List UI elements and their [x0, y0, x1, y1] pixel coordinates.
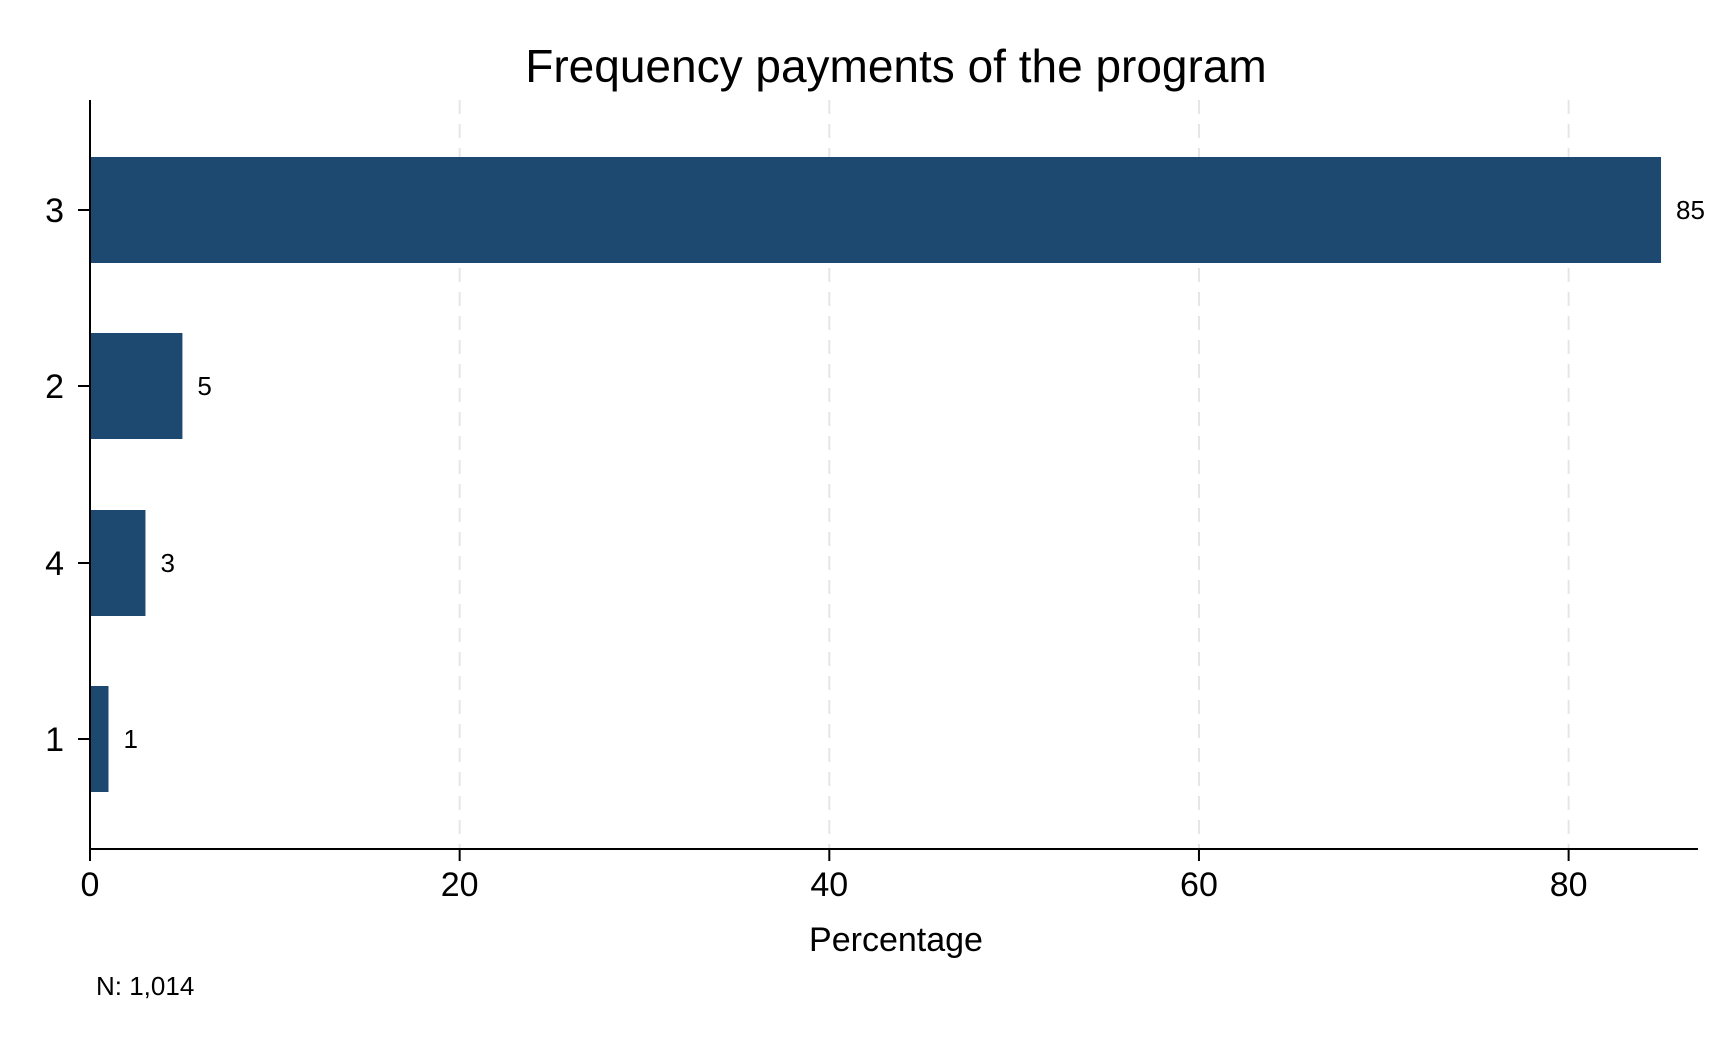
- bar-value-label-1: 1: [123, 724, 137, 754]
- bar-value-label-3: 85: [1676, 195, 1705, 225]
- sample-size-note: N: 1,014: [96, 971, 194, 1001]
- bar-value-label-2: 5: [197, 371, 211, 401]
- y-tick-label-4: 4: [45, 545, 64, 583]
- bar-value-labels: 85 5 3 1: [123, 195, 1704, 754]
- x-axis-label: Percentage: [809, 921, 983, 959]
- x-tick-label-20: 20: [441, 866, 479, 904]
- y-tick-label-2: 2: [45, 368, 64, 406]
- bar-value-label-4: 3: [160, 548, 174, 578]
- y-tick-label-1: 1: [45, 721, 64, 759]
- y-tick-label-3: 3: [45, 192, 64, 230]
- x-tick-label-80: 80: [1550, 866, 1588, 904]
- x-axis-ticks: 0 20 40 60 80: [81, 849, 1588, 904]
- chart-title: Frequency payments of the program: [525, 40, 1266, 92]
- y-axis-ticks: 3 2 4 1: [45, 192, 90, 759]
- x-tick-label-0: 0: [81, 866, 100, 904]
- bars: [90, 157, 1662, 792]
- x-tick-label-60: 60: [1180, 866, 1218, 904]
- bar-1: [90, 686, 109, 792]
- bar-3: [90, 157, 1662, 263]
- axes: [89, 100, 1698, 850]
- x-tick-label-40: 40: [810, 866, 848, 904]
- bar-2: [90, 333, 183, 439]
- bar-4: [90, 510, 146, 616]
